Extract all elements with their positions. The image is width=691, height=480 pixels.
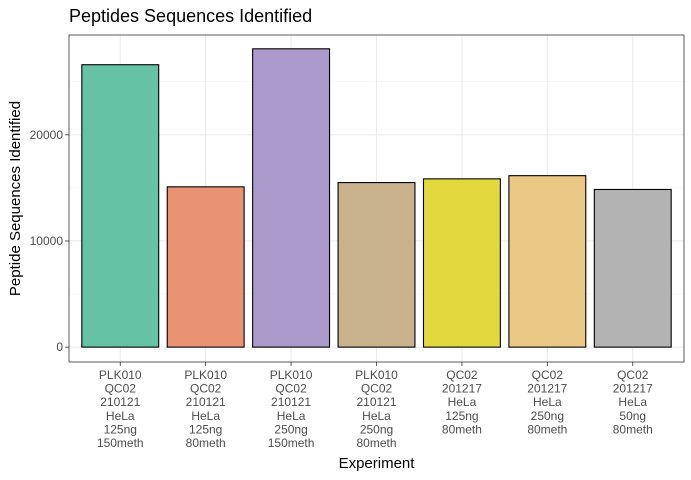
x-tick-label-line: 250ng <box>531 409 564 423</box>
bar <box>509 176 586 347</box>
x-tick-label: PLK010 QC02 210121 HeLa 125ng 80meth <box>184 368 227 450</box>
x-tick-label: PLK010 QC02 210121 HeLa 250ng 80meth <box>355 368 398 450</box>
bar <box>167 187 244 347</box>
x-tick-label-line: HeLa <box>448 395 477 409</box>
x-tick-label-line: 201217 <box>613 382 653 396</box>
x-tick-label-line: 125ng <box>104 422 137 436</box>
x-tick-label-line: 80meth <box>356 436 396 450</box>
y-tick-label: 10000 <box>30 234 64 248</box>
y-axis-title: Peptide Sequences Identified <box>7 101 24 296</box>
y-tick-label: 20000 <box>30 128 64 142</box>
x-tick-label-line: 210121 <box>186 395 226 409</box>
x-tick-label: QC02 201217 HeLa 50ng 80meth <box>613 368 653 436</box>
x-tick-label: PLK010 QC02 210121 HeLa 125ng 150meth <box>97 368 144 450</box>
x-tick-label-line: 80meth <box>527 422 567 436</box>
x-tick-label-line: HeLa <box>533 395 562 409</box>
x-tick-label-line: QC02 <box>617 368 649 382</box>
y-tick-label: 0 <box>56 340 63 354</box>
x-tick-label-line: 150meth <box>268 436 315 450</box>
x-tick-label-line: 210121 <box>100 395 140 409</box>
chart-title: Peptides Sequences Identified <box>69 6 312 26</box>
x-tick-label-line: HeLa <box>277 409 306 423</box>
x-tick-label-line: 80meth <box>442 422 482 436</box>
x-tick-label-line: 201217 <box>527 382 567 396</box>
bar <box>423 179 500 347</box>
y-axis: 0 10000 20000 <box>30 128 69 354</box>
x-tick-label-line: HeLa <box>191 409 220 423</box>
x-tick-label-line: 125ng <box>445 409 478 423</box>
x-tick-label-line: PLK010 <box>270 368 313 382</box>
x-tick-label-line: 150meth <box>97 436 144 450</box>
bar <box>82 65 159 347</box>
x-tick-label-line: 50ng <box>619 409 646 423</box>
x-tick-label-line: 125ng <box>189 422 222 436</box>
x-tick-label-line: QC02 <box>532 368 564 382</box>
x-tick-label-line: HeLa <box>106 409 135 423</box>
x-tick-label-line: QC02 <box>105 382 137 396</box>
bar <box>338 183 415 348</box>
x-tick-label-line: 250ng <box>274 422 307 436</box>
x-tick-label-line: 80meth <box>613 422 653 436</box>
x-tick-label-line: QC02 <box>361 382 393 396</box>
x-tick-label-line: 80meth <box>186 436 226 450</box>
x-tick-label-line: HeLa <box>362 409 391 423</box>
x-tick-label-line: PLK010 <box>184 368 227 382</box>
x-tick-label-line: QC02 <box>446 368 478 382</box>
x-tick-label-line: QC02 <box>190 382 222 396</box>
x-tick-label-line: HeLa <box>618 395 647 409</box>
x-tick-label: PLK010 QC02 210121 HeLa 250ng 150meth <box>268 368 315 450</box>
bar <box>594 189 671 347</box>
x-axis-title: Experiment <box>339 455 416 472</box>
x-tick-label-line: PLK010 <box>99 368 142 382</box>
x-tick-label-line: 250ng <box>360 422 393 436</box>
x-tick-label-line: 201217 <box>442 382 482 396</box>
x-tick-label-line: 210121 <box>271 395 311 409</box>
x-tick-label-line: QC02 <box>275 382 307 396</box>
x-tick-label: QC02 201217 HeLa 125ng 80meth <box>442 368 482 436</box>
bar <box>253 49 330 347</box>
x-tick-label-line: PLK010 <box>355 368 398 382</box>
x-tick-label: QC02 201217 HeLa 250ng 80meth <box>527 368 567 436</box>
x-tick-label-line: 210121 <box>356 395 396 409</box>
